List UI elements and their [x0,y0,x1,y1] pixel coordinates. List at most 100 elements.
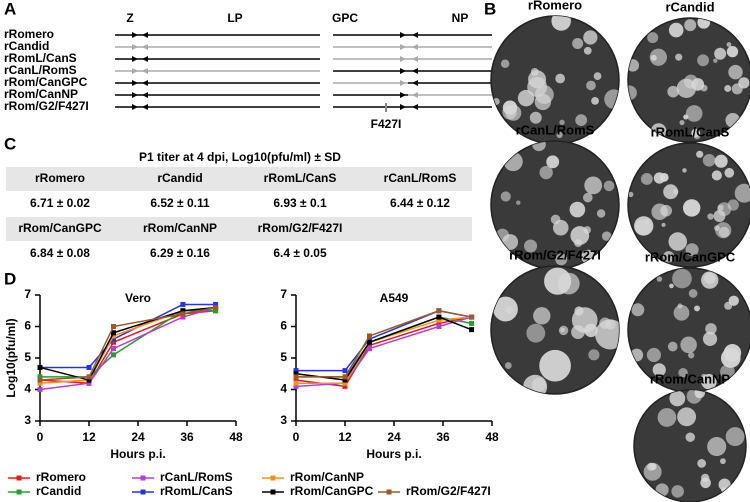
plaque-label: rRomero [528,0,582,12]
series-line [295,316,472,388]
igr-arrow [132,104,138,110]
segment-header: Z [126,11,133,25]
construct-label: rCandid [4,39,49,53]
plaque-spot [546,155,560,169]
plaque-spot [539,165,553,180]
table-value: 6.29 ± 0.16 [150,246,210,260]
table-name: rCanL/RomS [384,171,457,185]
plaque-spot [628,85,637,101]
plaque-spot [682,168,687,173]
x-axis-title: Hours p.i. [366,447,421,461]
legend-label: rRom/CanGPC [290,484,374,498]
data-point [367,333,372,339]
plaque-spot [668,22,684,38]
plaque-spot [704,272,716,284]
plaque-spot [628,191,634,198]
plaque-label: rCanL/RomS [516,122,595,137]
igr-arrow [412,80,418,86]
plaque-spot [584,323,598,338]
igr-arrow [132,80,138,86]
data-point [367,342,372,348]
plaque-spot [517,89,535,107]
x-tick-label: 24 [131,430,145,444]
construct-label: rCanL/RomS [4,63,77,77]
plaque-spot [603,180,615,192]
plaque-spot [702,154,716,167]
data-point [436,320,442,326]
legend-label: rRomL/CanS [160,484,233,498]
plaque-spot [667,85,680,98]
plaque-spot [682,199,701,217]
data-point [436,317,442,323]
plaque-spot [675,53,683,61]
plaque-spot [667,341,678,352]
plaque-spot [696,150,704,158]
igr-arrow [142,104,148,110]
igr-arrow [412,56,418,62]
x-tick-label: 24 [387,430,401,444]
plaque-spot [697,54,710,67]
chart-title: A549 [380,291,409,305]
segment-header: NP [452,11,469,25]
plaque-spot [559,119,565,126]
data-point [111,324,116,329]
data-point [293,371,299,377]
plaque-spot [720,458,726,465]
plaque-spot [657,408,677,427]
plaques [628,150,750,263]
plaque-spot [526,323,546,343]
plaque-spot [700,477,711,489]
data-point [180,314,186,320]
plaque-spot [691,128,701,138]
data-point [342,374,348,380]
table-name: rCandid [157,171,202,185]
plaque-spot [734,183,750,203]
x-axis-title: Hours p.i. [110,447,165,461]
plaque-spot [685,105,703,122]
plaque-spot [688,289,698,298]
y-tick-label: 7 [280,287,287,301]
table-value: 6.4 ± 0.05 [273,246,327,260]
data-point [180,308,186,314]
series-line [296,316,472,384]
table-value: 6.93 ± 0.1 [273,196,327,210]
plaque-spot [652,363,666,377]
table-header-band [6,167,472,191]
plaque-label: rRom/CanNP [650,371,731,386]
igr-arrow [400,104,406,110]
data-point [111,336,116,342]
igr-arrow [142,92,148,98]
igr-arrow [412,44,418,50]
data-point [436,324,442,329]
plaque-spot [502,234,519,250]
plaque-spot [694,305,700,312]
igr-arrow [400,68,406,74]
x-tick-label: 36 [180,430,194,444]
plaques [630,268,742,390]
plaque-spot [551,16,571,31]
y-tick-label: 6 [24,319,31,333]
data-point [37,387,43,392]
plaque-spot [529,111,542,124]
plaque-spot [646,462,656,471]
plaque-spot [671,485,684,498]
legend-marker [270,475,276,481]
data-point [367,339,372,345]
mutation-label: F427I [371,117,402,131]
plaque-spot [505,104,522,121]
series-line [296,316,472,378]
plaque-spot [532,141,546,152]
plaque-spot [718,478,731,491]
plaques [495,141,615,266]
table-name: rRom/CanGPC [18,221,102,235]
plaque-label: rRom/G2/F427I [509,247,601,262]
data-point [86,377,92,383]
plaque-spot [596,209,606,218]
x-tick-label: 0 [293,430,300,444]
data-point [342,377,348,383]
construct-label: rRom/CanGPC [4,75,88,89]
plaque-spot [720,348,741,368]
data-point [469,314,475,320]
plaque-spot [570,226,590,245]
plaque-spot [651,203,668,221]
